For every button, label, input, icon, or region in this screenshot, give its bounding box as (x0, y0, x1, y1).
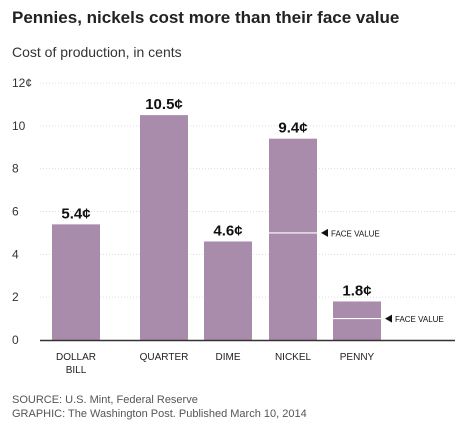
face-value-arrow (321, 228, 328, 237)
graphic-credit: GRAPHIC: The Washington Post. Published … (12, 408, 307, 420)
source-note: SOURCE: U.S. Mint, Federal Reserve GRAPH… (12, 393, 307, 421)
chart-subtitle: Cost of production, in cents (12, 44, 182, 60)
value-label: 10.5¢ (145, 96, 183, 113)
category-label: BILL (66, 365, 87, 376)
chart-title: Pennies, nickels cost more than their fa… (12, 8, 400, 27)
source-line: SOURCE: U.S. Mint, Federal Reserve (12, 394, 198, 406)
bar (140, 115, 188, 340)
bar (269, 138, 317, 340)
value-label: 5.4¢ (61, 205, 90, 222)
bar (333, 301, 381, 340)
value-label: 1.8¢ (342, 282, 371, 299)
value-label: 9.4¢ (278, 120, 307, 137)
y-tick-label: 0 (12, 333, 19, 347)
category-label: DIME (216, 352, 241, 363)
y-tick-label: 8 (12, 162, 19, 176)
y-tick-label: 6 (12, 205, 19, 219)
category-label: NICKEL (275, 352, 312, 363)
bar (204, 241, 252, 340)
category-label: DOLLAR (56, 352, 96, 363)
category-label: QUARTER (140, 352, 189, 363)
face-value-arrow (385, 314, 392, 323)
face-value-label: FACE VALUE (395, 315, 444, 324)
y-tick-label: 4 (12, 247, 19, 261)
y-tick-label: 12¢ (12, 76, 32, 90)
category-label: PENNY (340, 352, 375, 363)
value-label: 4.6¢ (213, 222, 242, 239)
y-tick-label: 10 (12, 119, 26, 133)
y-tick-label: 2 (12, 290, 19, 304)
face-value-label: FACE VALUE (331, 229, 380, 238)
bar (52, 224, 100, 340)
